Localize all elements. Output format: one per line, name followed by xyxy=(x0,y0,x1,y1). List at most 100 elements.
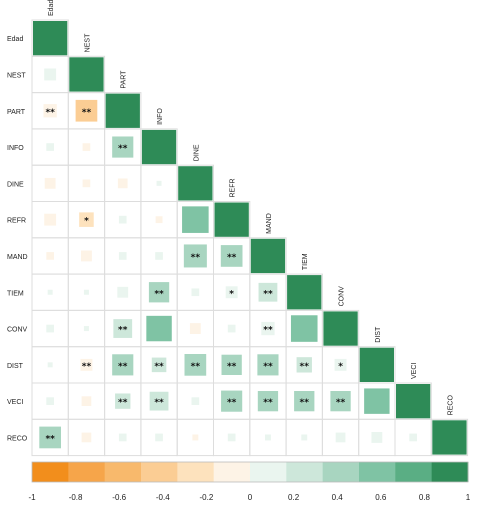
corr-square xyxy=(83,289,89,295)
corr-square xyxy=(183,244,207,268)
corr-square xyxy=(46,397,54,405)
row-label: TIEM xyxy=(7,290,24,297)
corr-square xyxy=(81,250,92,262)
significance-label: ** xyxy=(300,362,310,372)
colorbar-tick-label: 0.8 xyxy=(419,493,431,502)
diagonal-square-info xyxy=(141,129,177,165)
corr-square xyxy=(290,315,318,342)
column-label: DIST xyxy=(375,326,382,343)
colorbar-tick-label: 1 xyxy=(466,493,471,502)
diagonal-square-dist xyxy=(359,347,394,382)
colorbar-segment xyxy=(431,462,469,482)
significance-label: ** xyxy=(263,362,273,372)
corr-square xyxy=(46,143,54,151)
corr-square xyxy=(409,433,417,442)
colorbar-tick-label: 0.2 xyxy=(288,493,300,502)
colorbar-segment xyxy=(395,462,433,482)
corr-square xyxy=(184,354,207,376)
corr-square xyxy=(117,178,128,189)
row-label: CONV xyxy=(7,327,28,334)
corr-square xyxy=(80,358,93,371)
column-label: Edad xyxy=(48,0,55,16)
corr-square xyxy=(46,324,54,333)
diagonal-square-part xyxy=(105,93,140,128)
grid-cell xyxy=(430,418,469,457)
significance-label: ** xyxy=(118,144,128,154)
colorbar-segment xyxy=(213,462,251,482)
colorbar-segment xyxy=(177,462,215,482)
corr-square xyxy=(151,357,167,373)
colorbar-tick-label: 0.4 xyxy=(332,493,344,502)
row-label: DIST xyxy=(7,363,24,370)
row-label: MAND xyxy=(7,254,28,261)
corr-square xyxy=(257,391,279,412)
row-label: NEST xyxy=(7,72,26,79)
corr-square xyxy=(182,206,209,233)
significance-label: ** xyxy=(154,398,164,408)
column-label: NEST xyxy=(84,33,91,52)
corr-square xyxy=(191,397,200,405)
significance-label: ** xyxy=(118,326,128,336)
diagonal-square-tiem xyxy=(287,275,322,310)
corr-square xyxy=(112,354,134,376)
corr-square xyxy=(44,68,57,81)
colorbar-tick-label: 0.6 xyxy=(375,493,387,502)
column-label: MAND xyxy=(266,213,273,234)
significance-label: ** xyxy=(118,362,128,372)
diagonal-square-refr xyxy=(214,202,249,237)
diagonal-square-nest xyxy=(69,57,104,92)
significance-label: * xyxy=(338,362,343,372)
significance-label: ** xyxy=(82,108,92,118)
corr-square xyxy=(155,433,163,442)
corr-square xyxy=(118,252,127,260)
colorbar-tick-label: 0 xyxy=(248,493,253,502)
significance-label: ** xyxy=(191,253,201,263)
corr-square xyxy=(334,358,347,371)
corr-square xyxy=(146,315,172,342)
corr-square xyxy=(261,321,275,336)
corr-square xyxy=(43,104,57,118)
corr-square xyxy=(296,357,312,373)
corr-square xyxy=(47,362,53,368)
corr-square xyxy=(330,391,351,412)
significance-label: ** xyxy=(300,398,310,408)
colorbar-segment xyxy=(250,462,287,482)
corr-square xyxy=(227,433,236,442)
column-label: CONV xyxy=(339,286,346,307)
diagonal-square-edad xyxy=(33,21,68,56)
column-label: DINE xyxy=(193,144,200,161)
corr-square xyxy=(112,136,134,158)
colorbar-tick-label: -0.2 xyxy=(200,493,214,502)
corr-square xyxy=(81,432,92,443)
corr-square xyxy=(149,391,169,411)
corr-square xyxy=(39,426,61,449)
corr-square xyxy=(44,213,57,226)
corr-square xyxy=(220,245,243,267)
column-label: REFR xyxy=(230,178,237,197)
significance-label: ** xyxy=(263,326,273,336)
corr-square xyxy=(81,396,92,407)
colorbar-segment xyxy=(141,462,178,482)
significance-label: ** xyxy=(227,253,237,263)
corr-square xyxy=(221,390,243,412)
corr-square xyxy=(258,282,278,302)
diagonal-square-mand xyxy=(250,238,286,274)
significance-label: * xyxy=(84,217,89,227)
corr-square xyxy=(117,286,129,298)
corr-square xyxy=(155,216,163,224)
corr-square xyxy=(257,354,279,376)
column-label: TIEM xyxy=(302,253,309,270)
corr-square xyxy=(113,319,133,338)
colorbar-tick-label: -0.4 xyxy=(156,493,170,502)
corr-square xyxy=(294,391,315,412)
colorbar-tick-label: -0.8 xyxy=(69,493,83,502)
corr-square xyxy=(148,282,170,303)
significance-label: ** xyxy=(336,398,346,408)
corr-square xyxy=(221,354,242,375)
corr-square xyxy=(79,212,94,227)
significance-label: ** xyxy=(118,398,128,408)
diagonal-square-veci xyxy=(396,384,431,419)
corr-square xyxy=(155,252,163,260)
corr-square xyxy=(335,432,346,443)
corr-square xyxy=(189,323,201,334)
